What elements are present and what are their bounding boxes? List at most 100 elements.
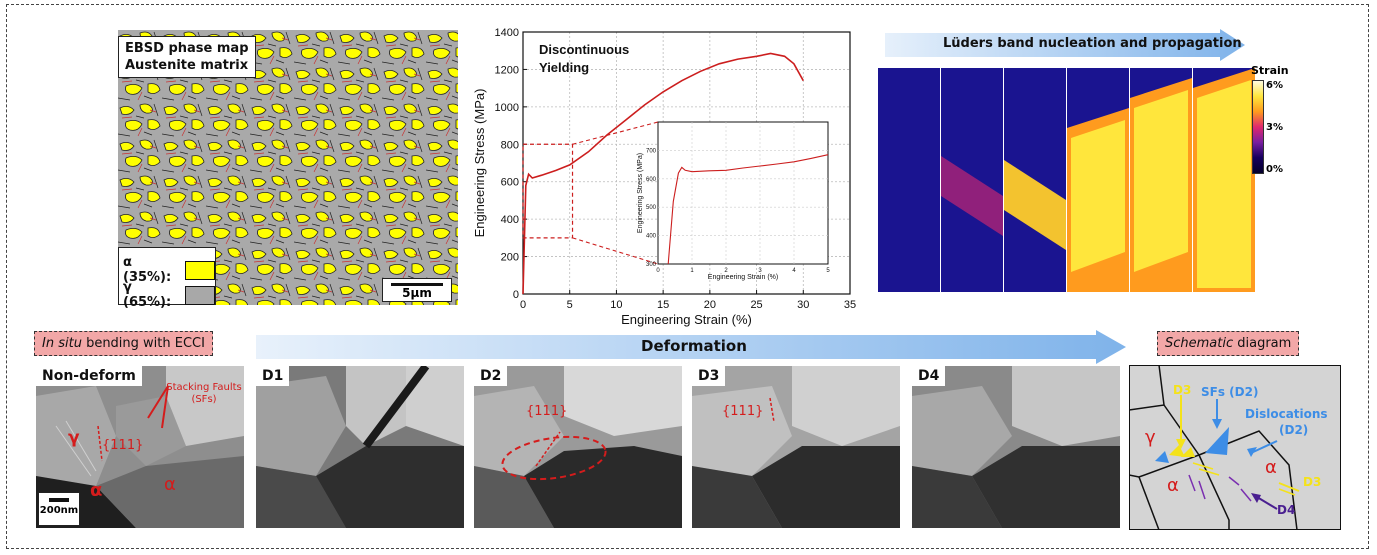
schem-sfs: SFs (D2) — [1201, 385, 1259, 399]
alpha-annotation-1: α — [90, 480, 103, 501]
dic-strain-map-3 — [1004, 68, 1066, 292]
alpha-annotation-2: α — [164, 474, 176, 495]
ecci-panel-d3: D3 {111} — [692, 366, 900, 528]
legend-gamma-swatch — [184, 285, 215, 305]
dic-band — [1004, 160, 1066, 250]
dic-band-core — [1197, 80, 1251, 288]
dic-strain-map-2 — [941, 68, 1003, 292]
ecci-tag-rest: bending with ECCI — [81, 336, 205, 351]
panel-label-d4: D4 — [912, 366, 946, 386]
dic-arrow: Lüders band nucleation and propagation — [885, 29, 1245, 61]
x-tick-label: 25 — [750, 299, 762, 311]
inset-x-axis-label: Engineering Strain (%) — [708, 274, 778, 281]
deformation-arrow: Deformation — [256, 330, 1126, 364]
inset-x-tick-label: 0 — [656, 268, 660, 274]
legend-gamma: γ (65%): — [123, 280, 215, 310]
x-tick-label: 20 — [704, 299, 716, 311]
schematic-tag: Schematic diagram — [1157, 331, 1300, 356]
legend-gamma-label: γ (65%): — [123, 280, 172, 310]
zoom-region-box — [522, 143, 574, 239]
schematic-tag-italic: Schematic — [1165, 336, 1234, 351]
d2-plane-annotation: {111} — [526, 404, 568, 419]
schematic-diagram: D3 SFs (D2) Dislocations (D2) γ α α D3 D… — [1129, 365, 1341, 530]
ecci-scalebar-line — [49, 498, 69, 502]
colorbar: Strain 6% 3% 0% — [1248, 64, 1298, 184]
ecci-panel-d2: D2 {111} — [474, 366, 682, 528]
dic-strain-map-5 — [1130, 68, 1192, 292]
x-tick-label: 30 — [797, 299, 809, 311]
ebsd-title-line1: EBSD phase map — [125, 41, 249, 56]
x-tick-label: 5 — [567, 299, 573, 311]
stress-strain-chart: 0 5 10 15 20 25 30 350200400600800100012001400E… — [472, 27, 856, 327]
legend-alpha: α (35%): — [123, 255, 215, 285]
x-tick-label: 10 — [610, 299, 622, 311]
inset-x-tick-label: 5 — [826, 268, 830, 274]
x-axis-label: Engineering Strain (%) — [621, 312, 752, 327]
dic-band-core — [1071, 120, 1125, 272]
y-tick-label: 1400 — [495, 27, 519, 39]
x-tick-label: 35 — [844, 299, 856, 311]
colorbar-label: Strain — [1251, 64, 1289, 77]
legend-alpha-label: α (35%): — [123, 255, 172, 285]
y-tick-label: 400 — [501, 214, 519, 226]
legend-alpha-swatch — [184, 260, 215, 280]
y-axis-label: Engineering Stress (MPa) — [472, 89, 487, 238]
deformation-label: Deformation — [641, 337, 747, 355]
inset-y-tick-label: 700 — [646, 148, 657, 154]
schem-alpha-right: α — [1265, 457, 1277, 478]
inset-y-tick-label: 300 — [646, 262, 657, 268]
panel-label-d3: D3 — [692, 366, 726, 386]
dic-strain-map-6 — [1193, 68, 1255, 292]
inset-y-tick-label: 600 — [646, 177, 657, 183]
x-tick-label: 15 — [657, 299, 669, 311]
colorbar-tick-mid: 3% — [1266, 122, 1283, 133]
ebsd-title-box: EBSD phase map Austenite matrix — [118, 36, 256, 78]
plane-annotation: {111} — [102, 438, 144, 453]
schem-gamma: γ — [1145, 427, 1156, 448]
schem-d3-right: D3 — [1303, 475, 1322, 489]
schem-alpha-left: α — [1167, 475, 1179, 496]
stress-strain-series — [522, 52, 804, 295]
y-tick-label: 200 — [501, 252, 519, 264]
zoom-connector-bottom — [572, 237, 659, 265]
ebsd-title-line2: Austenite matrix — [125, 58, 249, 73]
sf-annotation: Stacking Faults (SFs) — [166, 382, 242, 405]
y-tick-label: 800 — [501, 139, 519, 151]
chart-title-line1: Discontinuous — [539, 42, 629, 57]
colorbar-gradient — [1252, 80, 1264, 174]
ecci-panel-d1: D1 — [256, 366, 464, 528]
x-tick-label: 0 — [520, 299, 526, 311]
inset-x-tick-label: 1 — [690, 268, 694, 274]
panel-label-d1: D1 — [256, 366, 290, 386]
schem-d3-top: D3 — [1173, 383, 1192, 397]
chart-title-line2: Yielding — [539, 60, 589, 75]
y-tick-label: 1200 — [495, 64, 519, 76]
ecci-panel-nondeform: Non-deform Stacking Faults (SFs) {111} γ… — [36, 366, 244, 528]
zoom-connector-top — [572, 121, 659, 145]
panel-label-d2: D2 — [474, 366, 508, 386]
gamma-annotation: γ — [68, 428, 80, 448]
figure-frame — [6, 4, 1369, 549]
scalebar-text: 5μm — [402, 286, 432, 300]
ebsd-legend: α (35%): γ (65%): — [118, 247, 216, 310]
inset-x-tick-label: 4 — [792, 268, 796, 274]
ebsd-scalebar: 5μm — [382, 278, 452, 302]
dic-band — [941, 156, 1003, 236]
d3-plane-annotation: {111} — [722, 404, 764, 419]
scalebar-line — [391, 283, 443, 286]
dic-title: Lüders band nucleation and propagation — [943, 36, 1242, 51]
inset-y-tick-label: 400 — [646, 234, 657, 240]
inset-x-tick-label: 2 — [724, 268, 728, 274]
y-tick-label: 1000 — [495, 102, 519, 114]
dic-background — [878, 68, 940, 292]
ecci-panel-d4: D4 — [912, 366, 1120, 528]
inset-y-axis-label: Engineering Stress (MPa) — [637, 153, 644, 233]
ecci-scalebar-text: 200nm — [39, 505, 79, 516]
panel-label-nondeform: Non-deform — [36, 366, 142, 386]
dic-strain-map-1 — [878, 68, 940, 292]
y-tick-label: 0 — [513, 289, 519, 301]
schem-d4: D4 — [1277, 503, 1296, 517]
ecci-tag: In situ bending with ECCI — [34, 331, 213, 356]
inset-series — [667, 154, 829, 265]
dic-band-core — [1134, 90, 1188, 272]
